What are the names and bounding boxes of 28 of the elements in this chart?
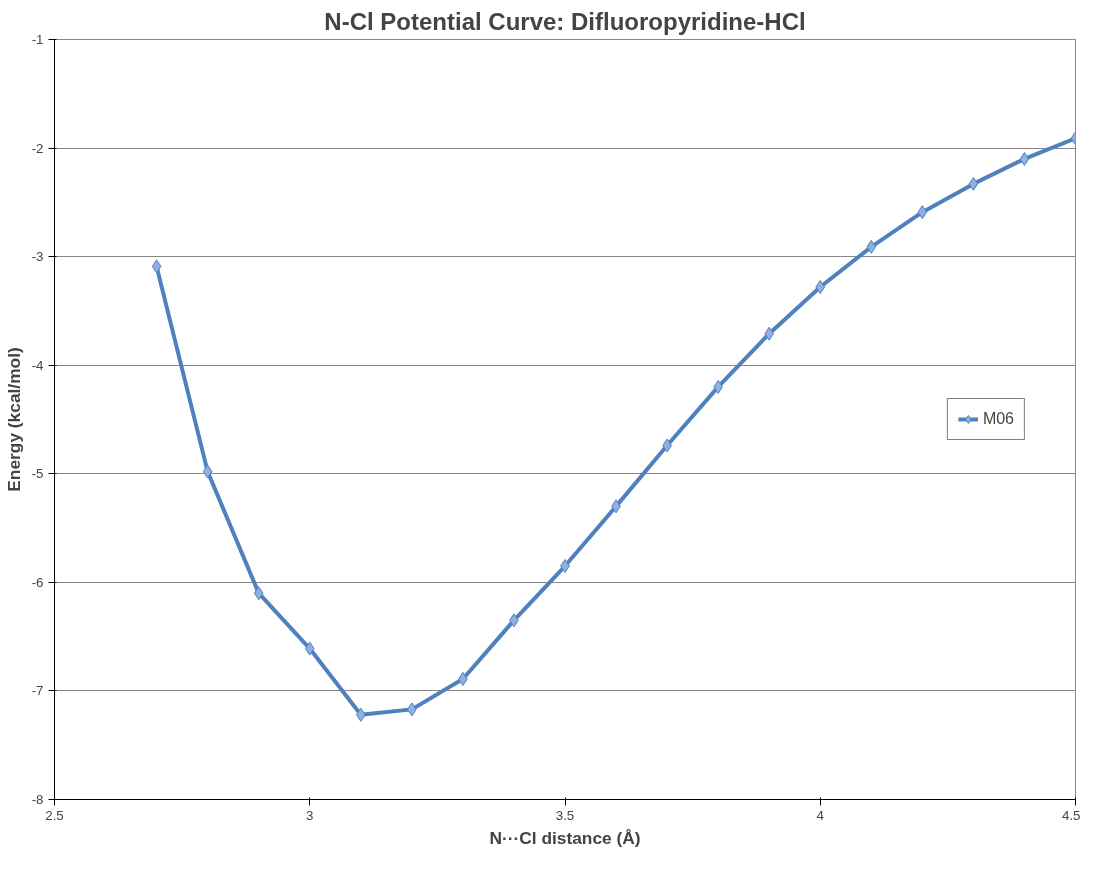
point bbox=[151, 259, 162, 274]
point bbox=[815, 280, 826, 295]
point bbox=[304, 641, 315, 656]
chart-title: N-Cl Potential Curve: Difluoropyridine-HCl bbox=[324, 7, 806, 35]
point bbox=[355, 707, 366, 722]
y-tick-label: -2 bbox=[31, 140, 44, 156]
point bbox=[764, 326, 775, 341]
x-tick-label: 3 bbox=[306, 807, 314, 823]
y-tick-label: -3 bbox=[31, 249, 44, 265]
point bbox=[917, 205, 928, 220]
y-tick-label: -8 bbox=[31, 792, 44, 807]
x-tick-label: 4 bbox=[816, 807, 825, 823]
x-tick-label: 4.5 bbox=[1061, 807, 1081, 823]
x-tick-label: 2.5 bbox=[45, 807, 64, 823]
y-tick-label: -4 bbox=[31, 357, 45, 373]
y-tick-label: -6 bbox=[31, 574, 44, 590]
point bbox=[866, 239, 877, 254]
point bbox=[968, 176, 979, 191]
x-tick-label: 3.5 bbox=[555, 807, 575, 823]
point bbox=[1019, 151, 1030, 166]
y-tick-label: -1 bbox=[31, 32, 44, 47]
point bbox=[253, 586, 264, 601]
x-axis-title: N···Cl distance (Å) bbox=[489, 827, 641, 848]
legend-label: M06 bbox=[982, 410, 1014, 428]
y-axis-title: Energy (kcal/mol) bbox=[3, 347, 24, 492]
point bbox=[202, 464, 213, 479]
y-tick-label: -7 bbox=[31, 683, 44, 699]
y-tick-label: -5 bbox=[31, 466, 44, 482]
